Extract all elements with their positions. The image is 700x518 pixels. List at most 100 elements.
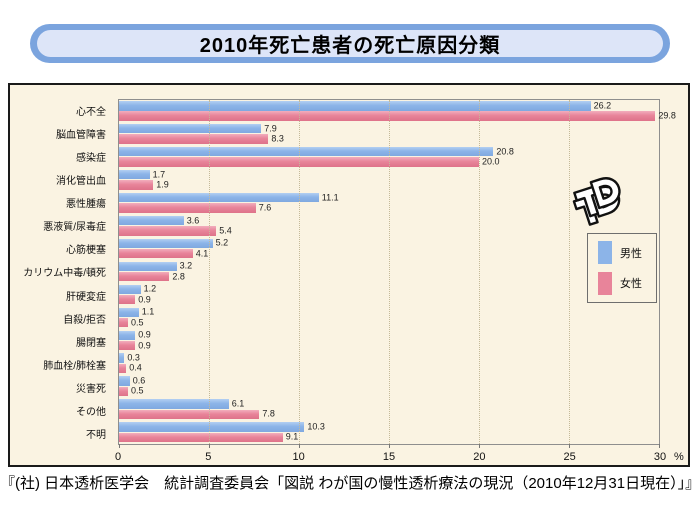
bar-value-label: 5.4 (219, 225, 232, 236)
bar-value-label: 0.9 (138, 329, 151, 340)
bar-row: 0.9 0.9 (119, 329, 659, 352)
gridline (569, 100, 570, 444)
legend-male-swatch (598, 241, 612, 265)
category-label: 肝硬変症 (66, 291, 106, 303)
female-bar: 5.4 (119, 226, 232, 236)
bar-row: 1.2 0.9 (119, 284, 659, 307)
bar-value-label: 0.9 (138, 294, 151, 305)
bar-value-label: 8.3 (271, 133, 284, 144)
male-bar: 7.9 (119, 124, 277, 134)
gridline (299, 100, 300, 444)
title-banner-inner: 2010年死亡患者の死亡原因分類 (37, 30, 663, 57)
male-bar: 11.1 (119, 193, 339, 203)
male-bar: 20.8 (119, 147, 514, 157)
bar-value-label: 0.4 (129, 362, 142, 373)
bar-value-label: 3.2 (179, 260, 193, 271)
bar-value-label: 0.6 (132, 375, 146, 386)
bar-value-label: 20.8 (496, 146, 514, 157)
bar-value-label: 7.9 (264, 123, 277, 134)
bar-value-label: 7.8 (262, 408, 275, 419)
x-axis-tick (389, 444, 390, 448)
bar-value-label: 0.5 (131, 385, 144, 396)
female-bar: 0.9 (119, 341, 151, 351)
bar-row: 0.6 0.5 (119, 375, 659, 398)
category-label: 脳血管障害 (56, 130, 106, 142)
male-bar: 1.2 (119, 284, 156, 295)
category-label: 悪液質/尿毒症 (43, 222, 106, 234)
legend-female-swatch (598, 271, 612, 295)
x-axis-unit-label: % (674, 451, 684, 463)
legend: 男性 女性 (587, 233, 657, 303)
female-bar: 0.4 (119, 363, 142, 374)
female-bar: 4.1 (119, 249, 208, 259)
bar-value-label: 1.9 (156, 179, 169, 190)
x-axis-tick-label: 15 (382, 451, 396, 463)
bar-value-label: 20.0 (482, 156, 500, 167)
female-bar: 0.9 (119, 295, 151, 305)
gridline (209, 100, 210, 444)
bar-row: 10.3 9.1 (119, 421, 659, 444)
bar-row: 1.1 0.5 (119, 306, 659, 329)
page-title: 2010年死亡患者の死亡原因分類 (199, 35, 501, 57)
x-axis-tick-label: 5 (205, 451, 212, 463)
category-label: 感染症 (76, 153, 106, 165)
bar-value-label: 5.2 (215, 237, 229, 248)
category-label: 災害死 (76, 383, 106, 395)
category-label: 腸閉塞 (76, 337, 106, 349)
legend-female-label: 女性 (620, 278, 642, 291)
category-label: 消化管出血 (56, 176, 106, 188)
female-bar: 7.6 (119, 203, 271, 213)
bar-row: 0.3 0.4 (119, 352, 659, 375)
female-bar: 9.1 (119, 432, 298, 442)
x-axis-tick (659, 444, 660, 448)
male-bar: 0.3 (119, 353, 140, 363)
plot-area: 26.2 29.8 7.9 8.3 20.8 20.0 1.7 1.9 11.1 7.6 3.6 5.… (118, 99, 676, 448)
category-label: その他 (76, 406, 106, 418)
bar-row: 3.6 5.4 (119, 215, 659, 238)
male-bar: 1.7 (119, 170, 165, 180)
bar-value-label: 6.1 (231, 398, 245, 409)
bar-value-label: 0.5 (131, 317, 144, 328)
female-bar: 0.5 (119, 386, 144, 397)
category-label: 悪性腫瘍 (66, 199, 106, 211)
male-bar: 5.2 (119, 238, 228, 249)
category-label: 不明 (86, 429, 106, 441)
bar-value-label: 2.8 (172, 271, 185, 282)
bar-row: 1.7 1.9 (119, 169, 659, 192)
bar-row: 11.1 7.6 (119, 192, 659, 215)
legend-item-male: 男性 (598, 241, 656, 265)
male-bar: 10.3 (119, 422, 325, 432)
chart-panel: 心不全脳血管障害感染症消化管出血悪性腫瘍悪液質/尿毒症心筋梗塞カリウム中毒/頓死… (8, 83, 690, 467)
category-label: 自殺/拒否 (63, 314, 106, 326)
bar-value-label: 26.2 (593, 100, 612, 111)
source-citation: 『(社) 日本透析医学会 統計調査委員会「図説 わが国の慢性透析療法の現況（20… (0, 475, 700, 492)
jsdt-logo-icon (566, 169, 630, 233)
male-bar: 0.9 (119, 330, 151, 340)
x-axis-tick (299, 444, 300, 448)
bar-row: 5.2 4.1 (119, 238, 659, 261)
category-label: 心不全 (76, 107, 106, 119)
female-bar: 29.8 (119, 111, 676, 121)
female-bar: 1.9 (119, 180, 169, 190)
category-label: 心筋梗塞 (66, 245, 106, 257)
male-bar: 6.1 (119, 399, 244, 409)
bar-value-label: 3.6 (186, 215, 200, 226)
male-bar: 3.2 (119, 261, 192, 272)
x-axis-tick-label: 20 (473, 451, 486, 463)
bar-value-label: 9.1 (285, 431, 299, 442)
bar-value-label: 1.2 (143, 283, 157, 294)
female-bar: 2.8 (119, 272, 185, 282)
bar-value-label: 10.3 (307, 421, 325, 432)
x-axis-tick-label: 10 (292, 451, 305, 463)
bar-value-label: 4.1 (195, 248, 209, 259)
category-label: カリウム中毒/頓死 (23, 268, 106, 280)
female-bar: 0.5 (119, 318, 144, 328)
gridline (389, 100, 390, 444)
x-axis-tick (479, 444, 480, 448)
legend-male-label: 男性 (620, 247, 642, 260)
x-axis-tick (569, 444, 570, 448)
bar-row: 26.2 29.8 (119, 100, 676, 123)
male-bar: 3.6 (119, 216, 199, 226)
bar-row: 3.2 2.8 (119, 261, 659, 284)
